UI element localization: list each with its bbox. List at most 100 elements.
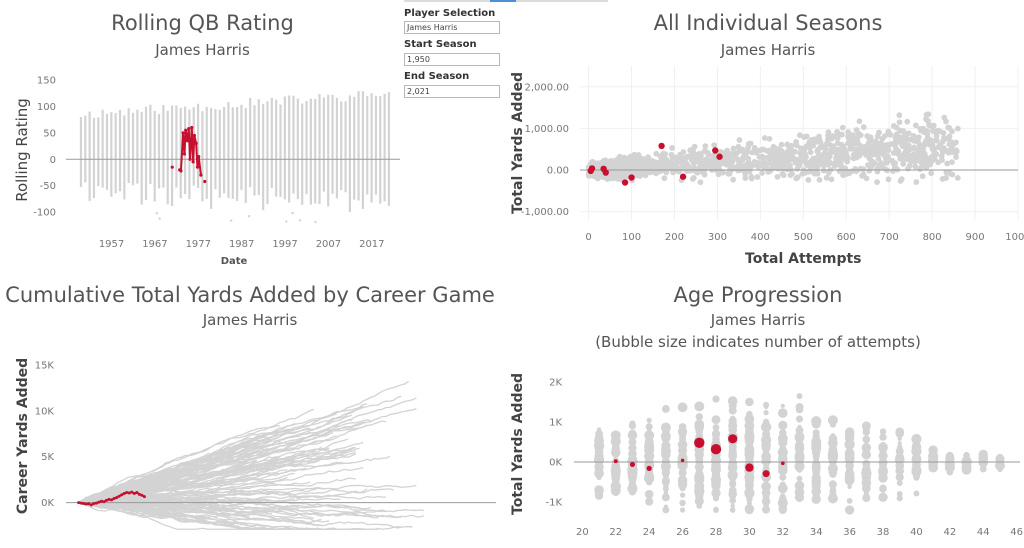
age-bubble xyxy=(744,432,755,443)
start-season-input[interactable]: 1,950 xyxy=(404,53,500,66)
age-x-tick-label: 36 xyxy=(843,527,856,538)
player-selection-scroll-indicator xyxy=(404,0,608,2)
age-bubble xyxy=(677,402,688,413)
seasons-point xyxy=(759,146,766,153)
age-bubble xyxy=(744,487,755,498)
age-bubble xyxy=(645,423,653,431)
seasons-point xyxy=(702,148,709,155)
seasons-point xyxy=(855,148,862,155)
age-bubble xyxy=(761,488,771,498)
age-bubble xyxy=(628,481,637,490)
cumulative-highlight-point xyxy=(102,500,106,504)
seasons-point xyxy=(886,131,892,138)
age-bubble xyxy=(979,453,987,461)
seasons-point xyxy=(761,135,768,141)
rolling-highlight-point xyxy=(199,173,203,177)
age-bubble xyxy=(862,493,871,503)
cumulative-highlight-point xyxy=(84,502,88,506)
seasons-point xyxy=(825,170,832,176)
rolling-highlight-point xyxy=(185,139,190,143)
age-bubble xyxy=(947,460,953,466)
seasons-y-tick-label: 0.00 xyxy=(547,166,569,177)
age-bubble xyxy=(844,505,855,515)
age-bubble xyxy=(660,461,671,472)
seasons-point xyxy=(786,154,793,161)
age-bubble xyxy=(711,452,721,462)
age-highlight-bubble xyxy=(680,458,685,463)
player-selection-label: Player Selection xyxy=(404,8,496,19)
age-bubble xyxy=(646,417,652,423)
age-bubble xyxy=(713,507,719,513)
age-bubble xyxy=(727,396,738,406)
age-highlight-bubble xyxy=(780,461,785,466)
age-bubble xyxy=(729,481,736,488)
seasons-point xyxy=(661,157,668,164)
age-bubble xyxy=(844,439,855,450)
age-bubble xyxy=(763,409,769,416)
seasons-point xyxy=(944,160,951,167)
seasons-point xyxy=(759,170,765,176)
cumulative-highlight-point xyxy=(117,494,121,498)
seasons-point xyxy=(893,137,900,144)
seasons-highlight-point xyxy=(602,169,609,176)
age-bubble xyxy=(896,495,903,502)
seasons-point xyxy=(843,171,850,177)
age-title: Age Progression xyxy=(673,283,843,307)
rolling-highlight-point xyxy=(188,157,192,161)
age-bubble xyxy=(878,442,888,453)
seasons-point xyxy=(871,142,878,149)
seasons-highlight-point xyxy=(628,174,635,181)
age-x-tick-label: 34 xyxy=(810,527,823,538)
seasons-point xyxy=(596,170,603,177)
age-bubble xyxy=(895,429,905,438)
seasons-point xyxy=(933,133,940,140)
seasons-point xyxy=(768,165,775,172)
seasons-point xyxy=(708,160,714,167)
seasons-x-axis-label: Total Attempts xyxy=(745,251,861,267)
age-x-tick-label: 26 xyxy=(676,527,689,538)
end-season-input[interactable]: 2,021 xyxy=(404,85,500,98)
seasons-point xyxy=(931,128,938,135)
age-bubble xyxy=(610,436,621,447)
age-bubble xyxy=(594,468,604,479)
seasons-point xyxy=(759,153,765,160)
rolling-highlight-point xyxy=(203,179,207,184)
age-highlight-bubble xyxy=(745,463,754,472)
age-bubble xyxy=(629,468,636,475)
seasons-point xyxy=(807,149,814,156)
age-bubble xyxy=(644,430,655,441)
age-highlight-bubble xyxy=(694,437,705,448)
age-x-tick-label: 40 xyxy=(910,527,923,538)
age-y-tick-label: 1K xyxy=(549,418,562,429)
age-bubble xyxy=(829,486,836,493)
seasons-point xyxy=(778,141,785,148)
age-bubble xyxy=(879,433,887,441)
age-bubble xyxy=(596,432,602,437)
rolling-highlight-point xyxy=(197,155,201,159)
age-bubble xyxy=(913,437,920,444)
seasons-point xyxy=(794,165,801,172)
seasons-background-points xyxy=(585,111,961,186)
seasons-point xyxy=(621,154,628,161)
age-bubble xyxy=(879,428,887,435)
age-bubble xyxy=(796,393,803,400)
seasons-point xyxy=(676,156,683,162)
seasons-point xyxy=(739,147,746,154)
age-bubble xyxy=(729,492,737,500)
seasons-point xyxy=(839,124,846,131)
seasons-point xyxy=(734,156,741,163)
seasons-point xyxy=(953,154,959,160)
age-bubble xyxy=(896,490,903,497)
seasons-point xyxy=(892,145,899,151)
seasons-point xyxy=(854,139,861,146)
seasons-point xyxy=(653,150,660,157)
seasons-point xyxy=(912,122,919,129)
seasons-point xyxy=(703,156,710,163)
seasons-point xyxy=(866,167,873,174)
seasons-point xyxy=(634,152,640,159)
age-highlight-bubble xyxy=(629,461,636,467)
seasons-point xyxy=(893,149,900,156)
seasons-point xyxy=(890,168,896,174)
player-selection-input[interactable]: James Harris xyxy=(404,21,500,34)
age-y-tick-label: 2K xyxy=(549,378,562,389)
